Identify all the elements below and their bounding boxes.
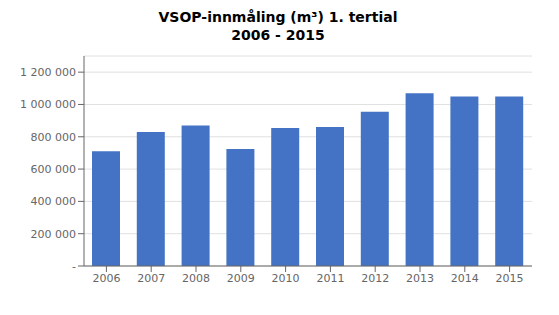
svg-text:2013: 2013 [406, 272, 434, 285]
svg-text:1 200 000: 1 200 000 [20, 66, 76, 79]
svg-text:800 000: 800 000 [31, 131, 77, 144]
svg-text:2010: 2010 [272, 272, 300, 285]
html-text:2006 - 2015: 2006 - 2015 [231, 27, 325, 43]
svg-text:400 000: 400 000 [31, 195, 77, 208]
svg-text:2015: 2015 [496, 272, 524, 285]
svg-text:2008: 2008 [182, 272, 210, 285]
svg-text:200 000: 200 000 [31, 228, 77, 241]
svg-text:1 000 000: 1 000 000 [20, 98, 76, 111]
svg-text:2012: 2012 [361, 272, 389, 285]
svg-text:2009: 2009 [227, 272, 255, 285]
html-text:VSOP-innmåling (m³) 1. tertial: VSOP-innmåling (m³) 1. tertial [158, 9, 398, 25]
svg-text:2006: 2006 [92, 272, 120, 285]
svg-text:2014: 2014 [451, 272, 479, 285]
svg-text:2011: 2011 [316, 272, 344, 285]
svg-text:2007: 2007 [137, 272, 165, 285]
svg-text:-: - [72, 260, 76, 273]
svg-text:600 000: 600 000 [31, 163, 77, 176]
